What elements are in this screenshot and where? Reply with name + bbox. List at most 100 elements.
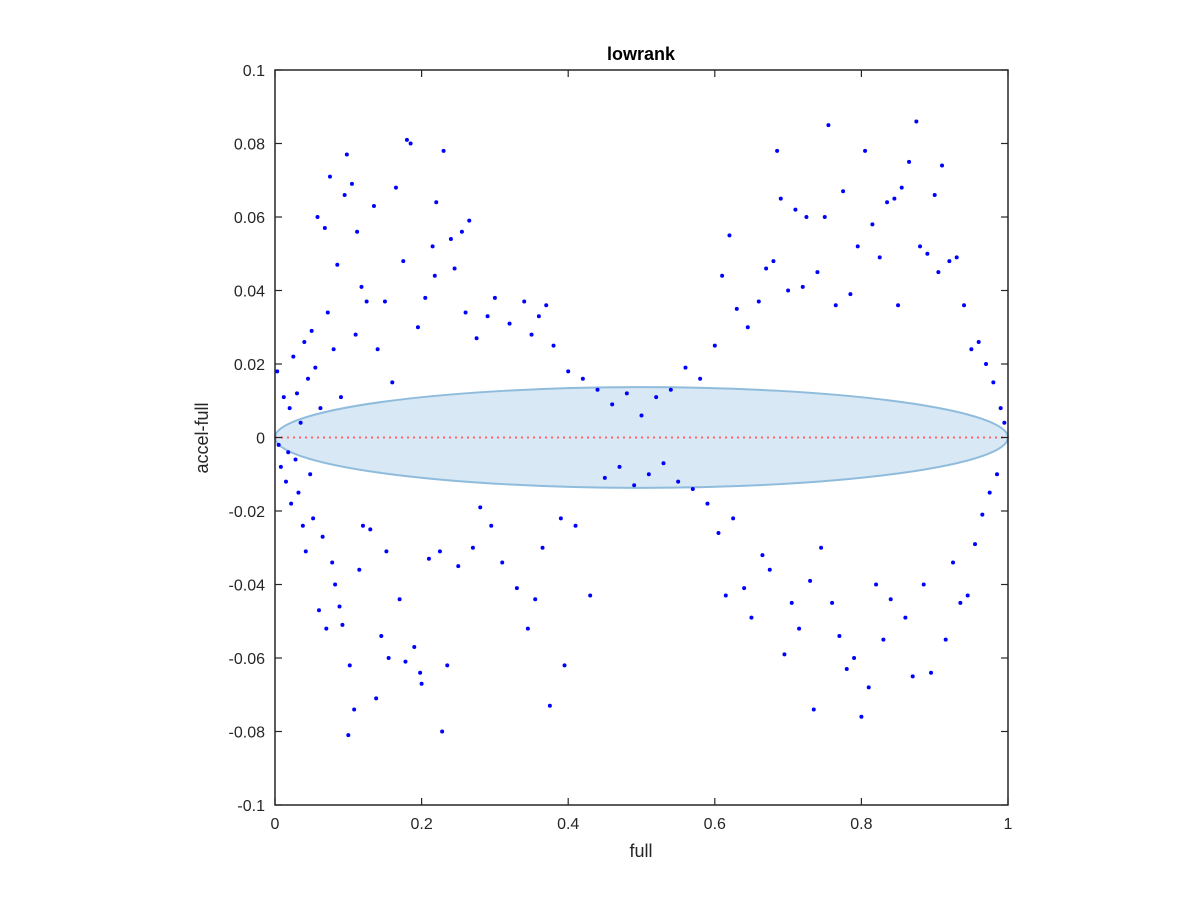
data-point	[296, 490, 301, 495]
data-point	[764, 266, 769, 271]
data-point	[877, 255, 882, 260]
data-point	[903, 615, 908, 620]
data-point	[602, 475, 607, 480]
data-point	[954, 255, 959, 260]
data-point	[492, 295, 497, 300]
data-point	[775, 148, 780, 153]
data-point	[287, 406, 292, 411]
data-point	[418, 670, 423, 675]
data-point	[320, 534, 325, 539]
data-point	[984, 362, 989, 366]
data-point	[426, 556, 431, 561]
data-point	[1002, 420, 1007, 425]
data-point	[888, 597, 893, 602]
data-point	[848, 292, 853, 297]
data-point	[793, 207, 798, 212]
data-point	[808, 578, 813, 583]
data-point	[500, 560, 505, 565]
data-point	[338, 395, 343, 400]
data-point	[374, 696, 379, 701]
data-point	[325, 310, 330, 315]
data-point	[342, 192, 347, 197]
data-point	[899, 185, 904, 190]
data-point	[529, 332, 534, 337]
x-tick-label: 0.6	[704, 816, 726, 833]
data-point	[896, 303, 901, 308]
data-point	[300, 523, 305, 528]
data-point	[811, 707, 816, 712]
data-point	[437, 549, 442, 554]
data-point	[705, 501, 710, 506]
data-point	[965, 593, 970, 598]
data-point	[874, 582, 879, 587]
y-tick-label: -0.1	[237, 798, 265, 815]
data-point	[346, 733, 351, 738]
data-point	[276, 442, 281, 447]
data-point	[384, 549, 389, 554]
data-point	[749, 615, 754, 620]
data-point	[676, 479, 681, 484]
data-point	[283, 479, 288, 484]
data-point	[573, 523, 578, 528]
data-point	[489, 523, 494, 528]
points-layer	[275, 119, 1007, 738]
y-tick-label: 0	[256, 431, 265, 448]
data-point	[349, 181, 354, 186]
data-point	[885, 200, 890, 205]
chart-title: lowrank	[607, 44, 676, 64]
data-point	[998, 406, 1003, 411]
data-point	[333, 582, 338, 587]
data-point	[547, 703, 552, 708]
data-point	[298, 420, 303, 425]
data-point	[973, 542, 978, 547]
data-point	[344, 152, 349, 157]
data-point	[566, 369, 571, 374]
data-point	[958, 600, 963, 605]
data-point	[278, 464, 283, 469]
data-point	[335, 262, 340, 267]
data-point	[540, 545, 545, 550]
data-point	[371, 203, 376, 208]
data-point	[936, 270, 941, 275]
data-point	[408, 141, 413, 146]
data-point	[478, 505, 483, 510]
data-point	[318, 406, 323, 411]
data-point	[991, 380, 996, 385]
data-point	[291, 354, 296, 359]
y-tick-label: -0.04	[229, 578, 266, 595]
y-axis-label: accel-full	[192, 402, 212, 473]
data-point	[595, 387, 600, 392]
data-point	[514, 586, 519, 591]
data-point	[357, 567, 362, 572]
data-point	[432, 273, 437, 278]
data-point	[352, 707, 357, 712]
data-point	[921, 582, 926, 587]
data-point	[507, 321, 512, 326]
data-point	[441, 148, 446, 153]
data-point	[313, 365, 318, 370]
data-point	[551, 343, 556, 348]
data-point	[745, 325, 750, 330]
data-point	[727, 233, 732, 238]
data-point	[360, 523, 365, 528]
ticks: 0 0.2 0.4 0.6 0.8 1 -0.1 -0.08 -0.06 -0.04 -0.02 0 0…	[229, 63, 1013, 833]
data-point	[302, 339, 307, 344]
data-point	[415, 325, 420, 330]
data-point	[841, 189, 846, 194]
data-point	[804, 215, 809, 219]
data-point	[639, 413, 644, 418]
data-point	[558, 516, 563, 521]
data-point	[355, 229, 360, 234]
data-point	[467, 218, 472, 223]
data-point	[452, 266, 457, 271]
data-point	[932, 192, 937, 197]
data-point	[324, 626, 329, 631]
y-tick-label: 0.04	[234, 284, 265, 301]
x-tick-label: 1	[1004, 816, 1013, 833]
data-point	[308, 472, 313, 477]
data-point	[293, 457, 298, 462]
data-point	[837, 633, 842, 638]
data-point	[445, 663, 450, 668]
data-point	[731, 516, 736, 521]
data-point	[668, 387, 673, 392]
